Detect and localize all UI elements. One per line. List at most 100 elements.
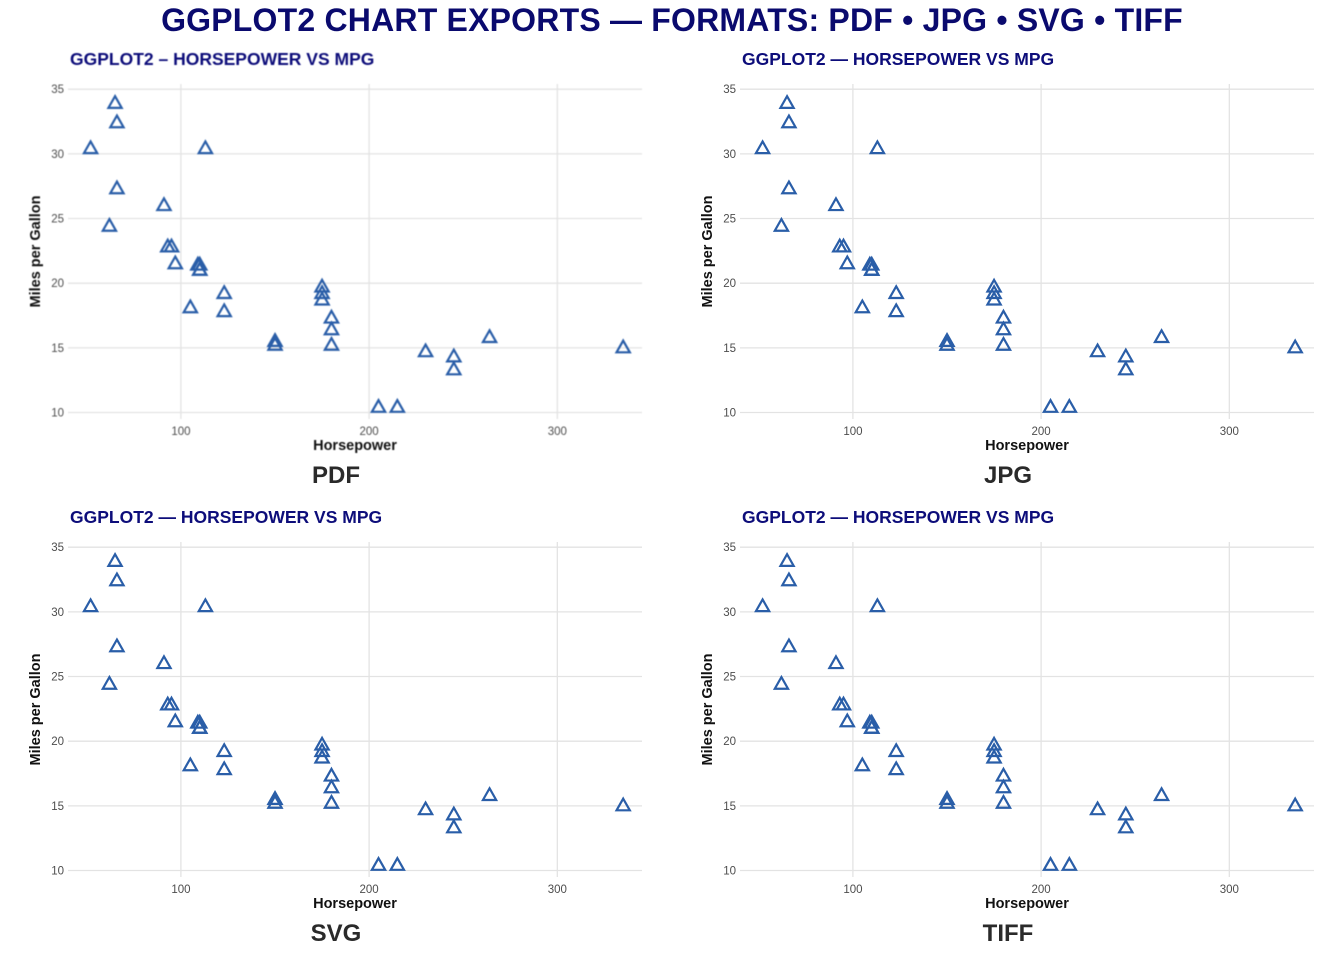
data-point [938, 331, 956, 347]
chart-title: GGPLOT2 — HORSEPOWER VS MPG [742, 507, 1054, 527]
data-point [1060, 397, 1078, 413]
data-point [614, 338, 632, 354]
y-tick-label: 10 [723, 866, 736, 878]
data-point [861, 255, 879, 271]
y-tick-label: 25 [51, 672, 64, 684]
data-point [445, 805, 463, 821]
data-point [445, 347, 463, 363]
data-point [780, 637, 798, 653]
data-point [100, 674, 118, 690]
y-axis-title: Miles per Gallon [700, 654, 716, 766]
data-point [838, 712, 856, 728]
data-point [938, 335, 956, 351]
y-tick-label: 25 [723, 672, 736, 684]
data-point [994, 778, 1012, 794]
y-tick-label: 15 [51, 801, 64, 813]
x-tick-label: 100 [171, 426, 190, 438]
y-tick-label: 30 [723, 149, 736, 161]
data-point [322, 335, 340, 351]
y-tick-label: 25 [51, 214, 64, 226]
data-point [887, 284, 905, 300]
y-tick-label: 15 [51, 343, 64, 355]
data-point [778, 93, 796, 109]
data-point [106, 93, 124, 109]
data-point [985, 277, 1003, 293]
data-point [445, 360, 463, 376]
data-point [266, 331, 284, 347]
data-point [189, 255, 207, 271]
data-point [155, 654, 173, 670]
x-tick-label: 200 [360, 426, 379, 438]
data-point [196, 139, 214, 155]
data-point [108, 637, 126, 653]
y-tick-label: 25 [723, 214, 736, 226]
data-point [834, 695, 853, 711]
data-point [322, 778, 340, 794]
data-point [1286, 796, 1304, 812]
scatter-chart-tiff: GGPLOT2 — HORSEPOWER VS MPG 10 15 20 25 30 35 1… [700, 507, 1314, 912]
y-tick-label: 35 [723, 84, 736, 96]
data-point [1117, 347, 1135, 363]
x-tick-label: 300 [1220, 426, 1239, 438]
y-tick-label: 30 [723, 607, 736, 619]
data-point [780, 113, 798, 129]
data-point [445, 818, 463, 834]
data-point [181, 298, 199, 314]
data-point [778, 551, 796, 567]
data-point [266, 335, 284, 351]
data-point [780, 179, 798, 195]
data-point [189, 713, 207, 729]
format-caption-svg: SVG [310, 920, 362, 947]
scatter-chart-pdf: GGPLOT2 – HORSEPOWER VS MPG 10 15 20 25 30 35 1… [28, 49, 642, 454]
y-tick-label: 20 [723, 278, 736, 290]
scatter-chart-svg: GGPLOT2 — HORSEPOWER VS MPG 10 15 20 25 30 35 1… [28, 507, 642, 912]
gridlines [68, 542, 642, 877]
data-point [215, 760, 233, 776]
page-title: GGPLOT2 CHART EXPORTS — FORMATS: PDF • J… [161, 2, 1183, 38]
data-point [166, 712, 184, 728]
x-tick-label: 300 [1220, 884, 1239, 896]
data-point [370, 855, 388, 871]
data-point [994, 766, 1012, 782]
y-axis-title: Miles per Gallon [700, 196, 716, 308]
y-tick-label: 10 [51, 866, 64, 878]
data-point [1042, 855, 1060, 871]
data-point [266, 789, 284, 805]
y-tick-label: 15 [723, 801, 736, 813]
x-axis-title: Horsepower [313, 896, 397, 912]
data-point [108, 179, 126, 195]
data-point [994, 308, 1012, 324]
data-point [388, 855, 406, 871]
y-axis-title: Miles per Gallon [28, 654, 44, 766]
gridlines [740, 84, 1314, 419]
x-tick-label: 200 [1032, 426, 1051, 438]
data-point [1060, 855, 1078, 871]
data-point [887, 302, 905, 318]
data-point [938, 793, 956, 809]
y-tick-label: 20 [51, 736, 64, 748]
data-points [754, 93, 1304, 413]
data-point [82, 139, 100, 155]
y-tick-label: 30 [51, 607, 64, 619]
data-point [417, 800, 435, 816]
data-point [754, 597, 772, 613]
data-point [388, 397, 406, 413]
data-point [985, 735, 1003, 751]
data-point [215, 742, 233, 758]
data-point [772, 674, 790, 690]
x-tick-label: 100 [171, 884, 190, 896]
data-point [1153, 786, 1171, 802]
format-caption-tiff: TIFF [982, 920, 1034, 947]
data-point [266, 793, 284, 809]
data-point [1089, 342, 1107, 358]
data-points [82, 551, 632, 871]
chart-title: GGPLOT2 – HORSEPOWER VS MPG [70, 49, 374, 69]
format-caption-jpg: JPG [983, 462, 1033, 489]
y-tick-label: 10 [723, 408, 736, 420]
data-point [868, 597, 886, 613]
data-point [834, 237, 853, 253]
data-point [1042, 397, 1060, 413]
data-point [772, 216, 790, 232]
scatter-chart-jpg: GGPLOT2 — HORSEPOWER VS MPG 10 15 20 25 30 35 1… [700, 49, 1314, 454]
data-point [938, 789, 956, 805]
